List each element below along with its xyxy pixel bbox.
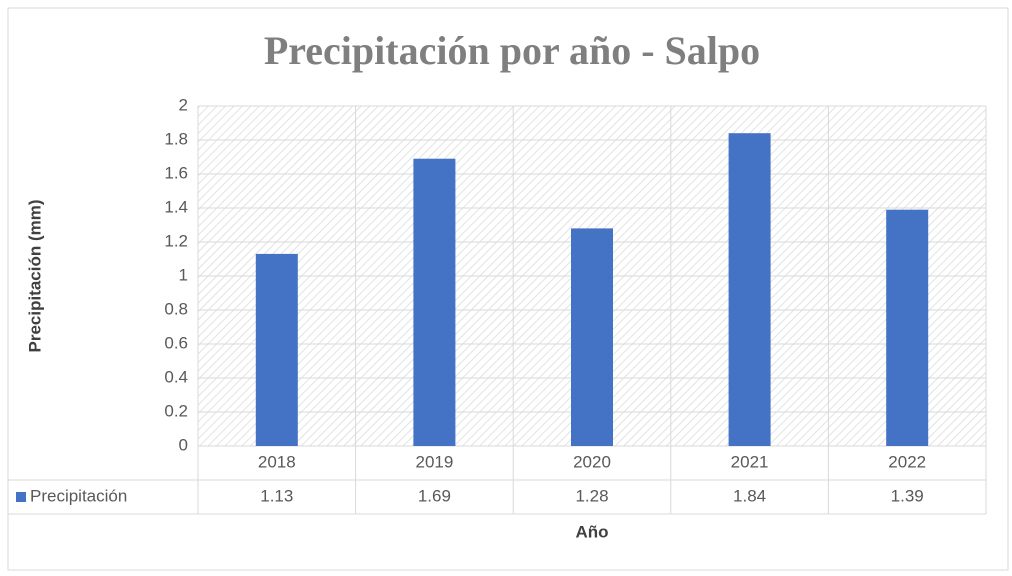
table-value: 1.28 — [575, 486, 608, 505]
bar — [571, 228, 613, 446]
x-tick-label: 2018 — [258, 452, 296, 471]
bar — [886, 209, 929, 446]
x-tick-label: 2021 — [731, 452, 769, 471]
y-tick-label: 0.2 — [164, 401, 188, 420]
y-tick-label: 0.6 — [164, 333, 188, 352]
bar — [255, 253, 298, 446]
legend-label: Precipitación — [30, 486, 127, 505]
y-tick-label: 1.8 — [164, 129, 188, 148]
y-tick-label: 1.4 — [164, 197, 188, 216]
y-tick-label: 0.8 — [164, 299, 188, 318]
y-tick-label: 1.6 — [164, 163, 188, 182]
bar — [728, 133, 771, 446]
x-tick-label: 2020 — [573, 452, 611, 471]
x-axis-title: Año — [575, 522, 608, 541]
y-tick-label: 1.2 — [164, 231, 188, 250]
y-tick-label: 1 — [179, 265, 188, 284]
legend-key — [16, 492, 26, 502]
table-value: 1.13 — [260, 486, 293, 505]
x-tick-label: 2022 — [888, 452, 926, 471]
y-axis-title: Precipitación (mm) — [25, 199, 44, 352]
chart-title: Precipitación por año - Salpo — [264, 28, 760, 73]
y-tick-label: 0.4 — [164, 367, 188, 386]
table-value: 1.39 — [891, 486, 924, 505]
bar — [413, 158, 456, 446]
y-tick-label: 0 — [179, 435, 188, 454]
table-value: 1.84 — [733, 486, 766, 505]
x-tick-label: 2019 — [415, 452, 453, 471]
y-tick-label: 2 — [179, 95, 188, 114]
table-value: 1.69 — [418, 486, 451, 505]
